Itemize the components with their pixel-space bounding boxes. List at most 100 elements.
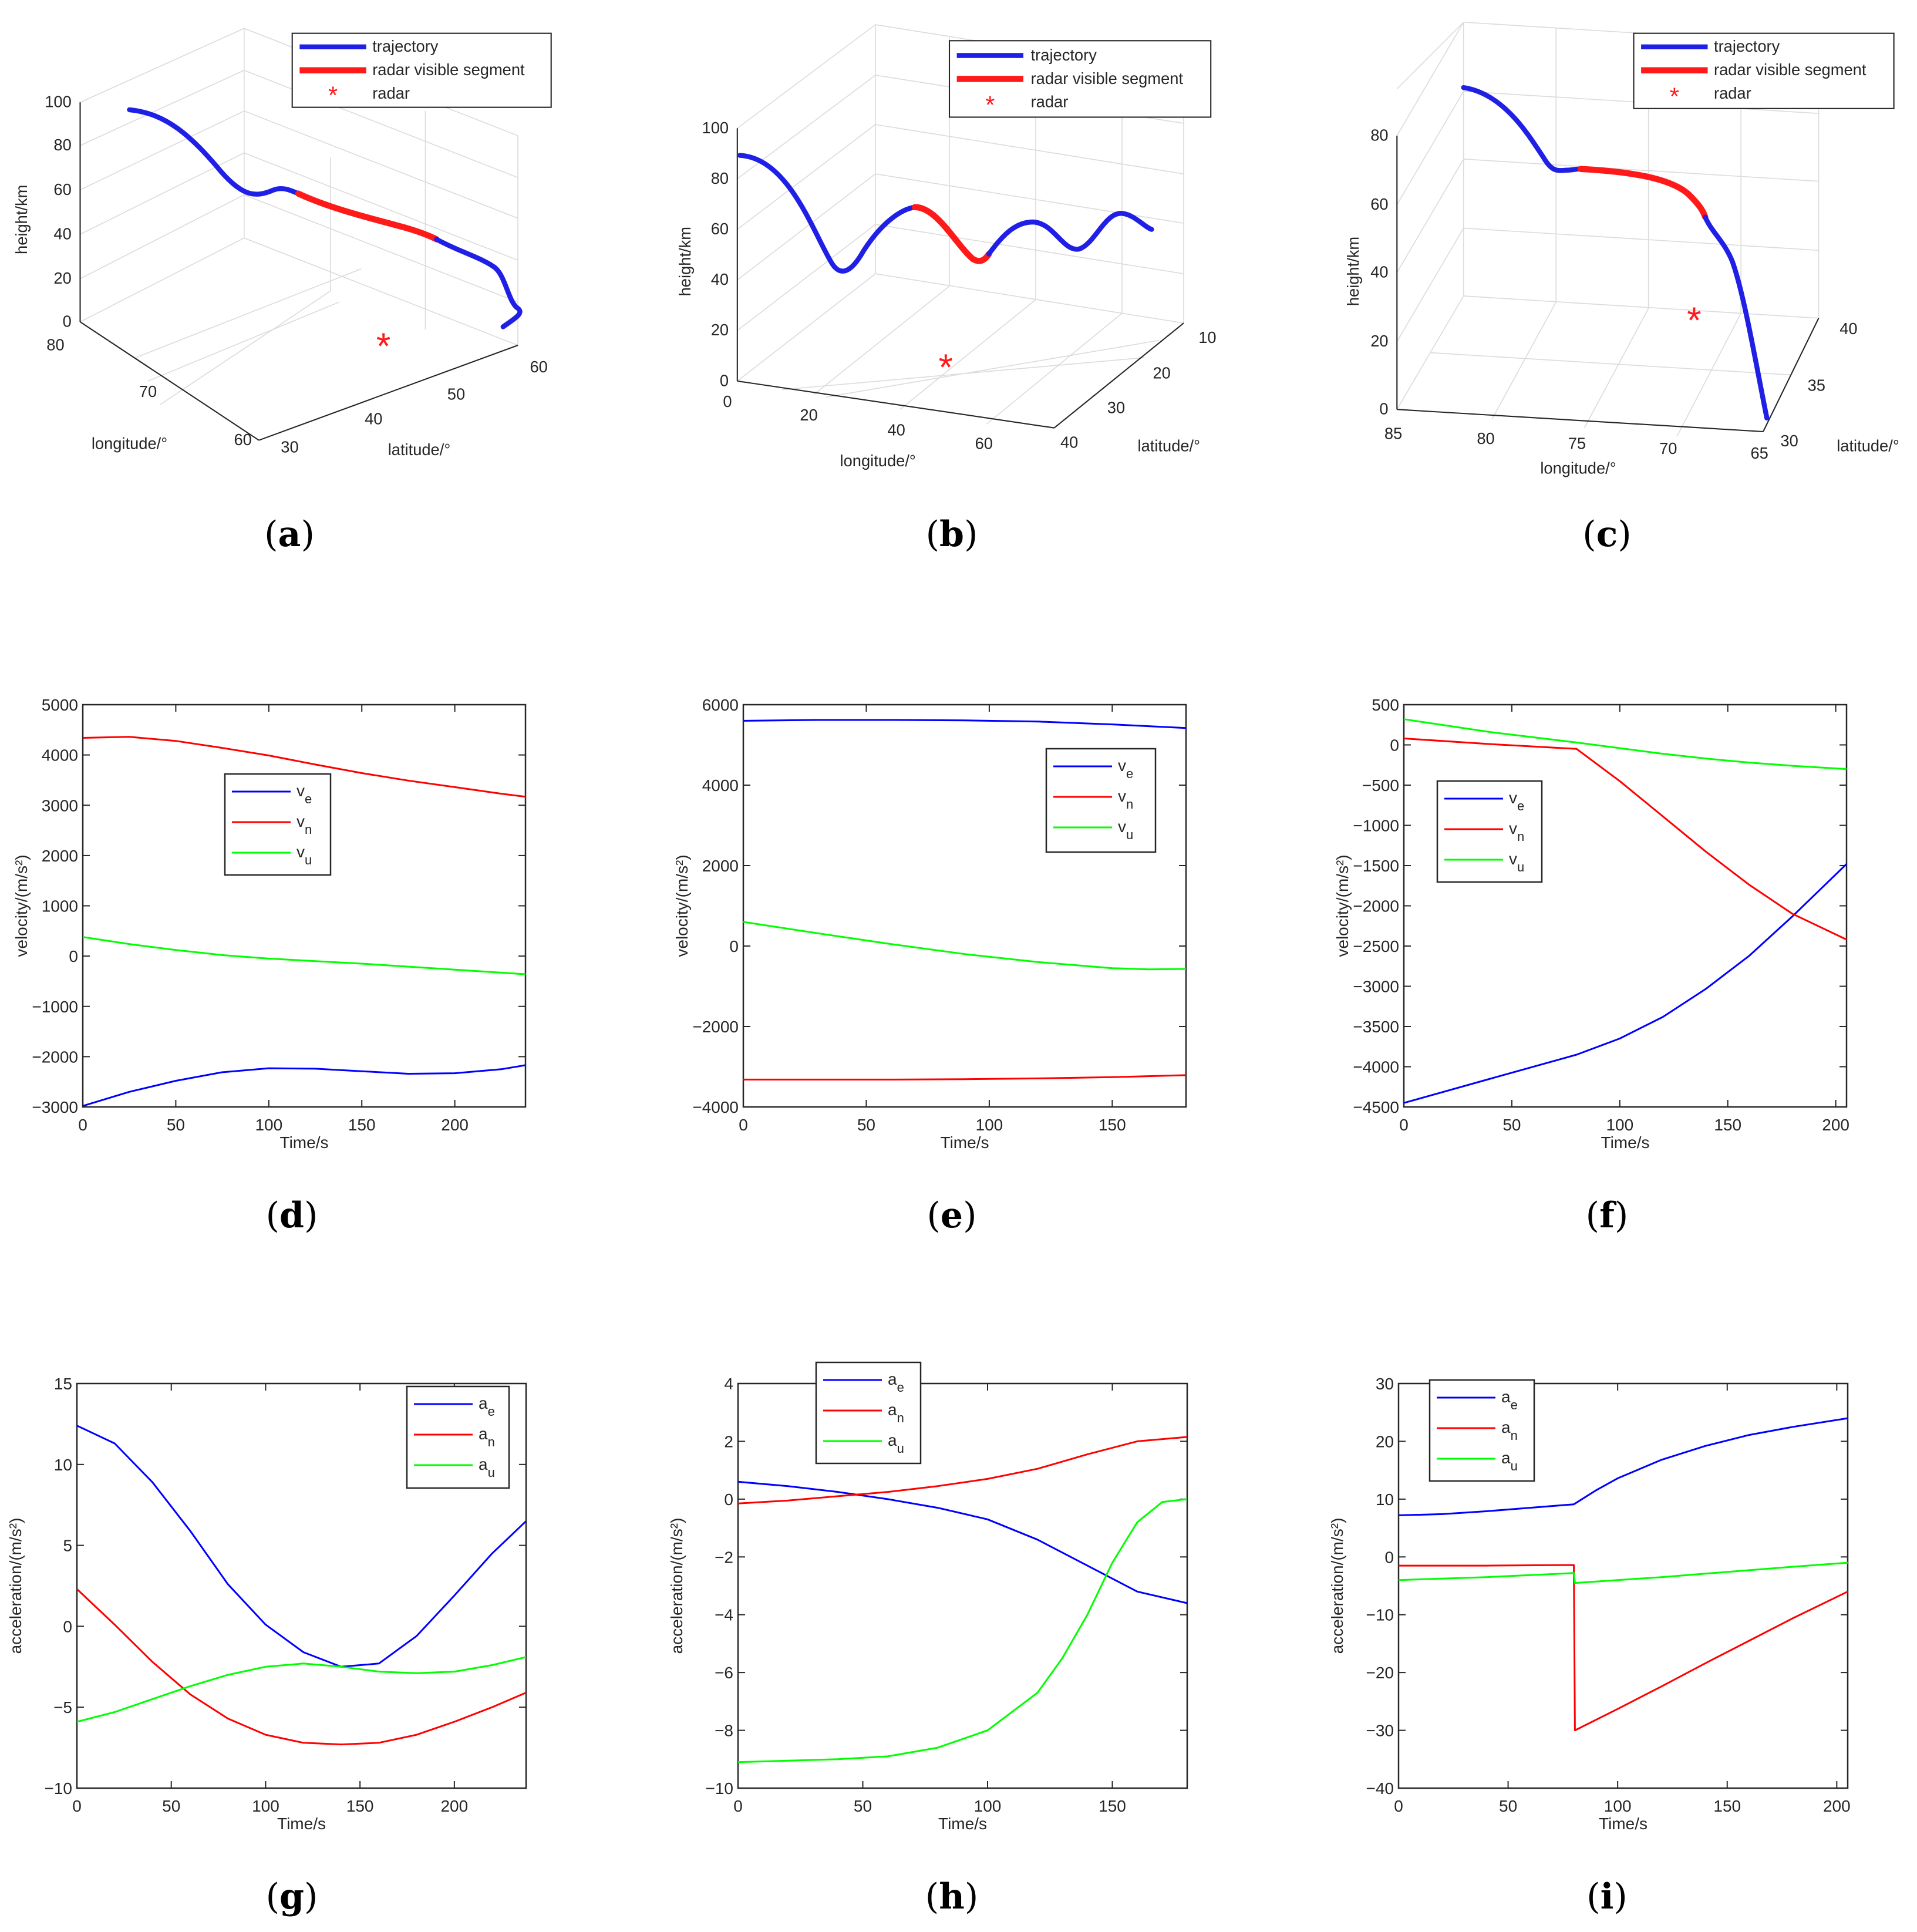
- panel-h-ytick-label: −6: [715, 1664, 733, 1682]
- panel-h: 0 50 100 150 −10 −8 −6 −4 −2 0 2 4 Time/s acceleratio…: [668, 1361, 1188, 1833]
- panel-h-legend-label: ae: [888, 1370, 904, 1395]
- panel-h-xtick-label: 150: [1099, 1797, 1126, 1815]
- panel-f-legend-label: vu: [1509, 850, 1524, 874]
- panel-e-ytick-label: 2000: [702, 857, 739, 875]
- panel-e-xtick-label: 50: [857, 1116, 875, 1134]
- panel-b-trajectory-tail: [986, 211, 1154, 257]
- panel-i-xtick-label: 100: [1604, 1797, 1632, 1815]
- panel-b-legend-radar: radar: [1031, 93, 1069, 111]
- panel-h-xtick-label: 50: [854, 1797, 872, 1815]
- panel-a-legend: * trajectory radar visible segment radar: [291, 32, 552, 109]
- panel-i-legend-label: ae: [1501, 1388, 1518, 1412]
- panel-d-ytick-label: 0: [69, 947, 78, 965]
- panel-e-xlabel: Time/s: [941, 1133, 989, 1152]
- caption-f: (f): [1586, 1195, 1629, 1236]
- panel-e: 0 50 100 150 −4000 −2000 0 2000 4000 6000 Time/s ve…: [673, 696, 1187, 1152]
- panel-d-xtick-label: 100: [255, 1116, 282, 1134]
- panel-e-legend: [1045, 748, 1157, 853]
- panel-e-ytick-label: −2000: [692, 1018, 739, 1036]
- panel-a-xtick: 80: [46, 335, 64, 354]
- panel-i: 0 50 100 150 200 −40 −30 −20 −10 0 10 20 30 Time/s acc…: [1328, 1375, 1851, 1833]
- panel-e-xtick-label: 0: [739, 1116, 748, 1134]
- panel-h-ytick-label: 2: [724, 1432, 733, 1450]
- panel-d-series-v-e: [82, 1064, 526, 1107]
- panel-h-ytick-label: −8: [715, 1722, 733, 1740]
- panel-c-ztick: 40: [1370, 262, 1388, 281]
- panel-h-legend-label: an: [888, 1401, 904, 1425]
- panel-f-ytick-label: −2000: [1353, 897, 1399, 915]
- captions: (a) (b) (c) (d) (e) (f) (g) (h) (i): [264, 514, 1632, 1917]
- caption-i: (i): [1586, 1876, 1628, 1917]
- panel-g-series-a-n: [76, 1588, 527, 1746]
- panel-d-legend-label: vu: [297, 843, 312, 867]
- panel-c-radar-visible-segment: [1577, 166, 1709, 220]
- panel-g-legend-label: au: [479, 1455, 495, 1480]
- panel-i-ylabel: acceleration/(m/s²): [1328, 1518, 1346, 1654]
- panel-h-series-a-u: [737, 1498, 1188, 1763]
- caption-e: (e): [927, 1195, 976, 1236]
- panel-f-ytick-label: −2500: [1353, 937, 1399, 955]
- panel-a-ytick: 40: [365, 409, 382, 428]
- panel-a-ztick: 20: [53, 269, 71, 287]
- panel-b-ztick: 80: [711, 169, 729, 187]
- panel-e-ylabel: velocity/(m/s²): [673, 854, 691, 957]
- panel-a-legend-trajectory: trajectory: [372, 37, 439, 55]
- panel-h-xlabel: Time/s: [938, 1815, 987, 1833]
- panel-a-ztick: 40: [53, 224, 71, 243]
- panel-g-series-a-u: [76, 1656, 527, 1723]
- panel-d-ytick-label: 1000: [42, 897, 78, 915]
- panel-b-xtick: 20: [800, 406, 817, 424]
- panel-f-ytick-label: −1000: [1353, 817, 1399, 835]
- panel-e-legend-label: ve: [1118, 756, 1133, 781]
- panel-d-ytick-label: −1000: [32, 998, 78, 1016]
- panel-g-xtick-label: 0: [72, 1797, 82, 1815]
- panel-a-legend-visible: radar visible segment: [372, 60, 525, 79]
- panel-d-ylabel: velocity/(m/s²): [12, 854, 31, 957]
- panel-c-ztick: 0: [1379, 400, 1388, 418]
- panel-c-zlabel: height/km: [1344, 237, 1362, 306]
- panel-g-legend-label: an: [479, 1425, 495, 1449]
- panel-g-xtick-label: 100: [252, 1797, 279, 1815]
- panel-c-trajectory: [1461, 85, 1584, 173]
- panel-g-ytick-label: −5: [53, 1698, 72, 1716]
- panel-c-legend-marker: *: [1670, 83, 1679, 110]
- panel-a-xlabel: longitude/°: [92, 434, 167, 452]
- panel-d-legend-label: vn: [297, 812, 312, 837]
- panel-b-legend: * trajectory radar visible segment radar: [948, 40, 1212, 119]
- panel-g-xtick-label: 150: [346, 1797, 374, 1815]
- panel-d-ytick-label: 4000: [42, 746, 78, 765]
- panel-a-xtick: 60: [234, 430, 252, 449]
- panel-a-radar-marker: *: [376, 326, 391, 367]
- panel-e-xtick-label: 150: [1099, 1116, 1126, 1134]
- panel-a-trajectory: [127, 107, 301, 197]
- panel-h-ytick-label: −4: [715, 1606, 733, 1624]
- panel-h-series-a-e: [737, 1480, 1188, 1604]
- panel-i-xtick-label: 50: [1499, 1797, 1517, 1815]
- panel-a-trajectory-tail: [434, 237, 523, 329]
- panel-a-zlabel: height/km: [12, 185, 31, 254]
- panel-e-ytick-label: 4000: [702, 776, 739, 795]
- panel-a-axes: [79, 102, 518, 441]
- panel-b-ytick: 30: [1107, 399, 1125, 417]
- panel-i-legend-label: an: [1501, 1418, 1518, 1443]
- panel-b-xlabel: longitude/°: [840, 452, 916, 470]
- panel-c: 0 20 40 60 80 85 80 75 70 65 30 35 40 he…: [1344, 21, 1899, 477]
- panel-f-ytick-label: −3000: [1353, 978, 1399, 996]
- panel-b-axes: [736, 128, 1184, 429]
- panel-f-legend-label: vn: [1509, 819, 1524, 844]
- panel-a-legend-radar: radar: [372, 84, 410, 102]
- panel-b-zlabel: height/km: [676, 227, 694, 296]
- panel-a-ztick: 0: [63, 312, 72, 331]
- panel-h-legend-label: au: [888, 1431, 904, 1456]
- panel-h-xtick-label: 100: [974, 1797, 1002, 1815]
- panel-f-legend: [1436, 780, 1543, 883]
- panel-d-xtick-label: 50: [167, 1116, 185, 1134]
- panel-c-radar-marker: *: [1687, 300, 1702, 341]
- panel-f-ytick-label: −3500: [1353, 1018, 1399, 1036]
- panel-c-legend-radar: radar: [1714, 84, 1751, 102]
- panel-h-ytick-label: −10: [706, 1779, 734, 1798]
- caption-c: (c): [1582, 514, 1631, 555]
- panel-c-trajectory-tail: [1703, 214, 1770, 421]
- panel-g-xtick-label: 200: [440, 1797, 468, 1815]
